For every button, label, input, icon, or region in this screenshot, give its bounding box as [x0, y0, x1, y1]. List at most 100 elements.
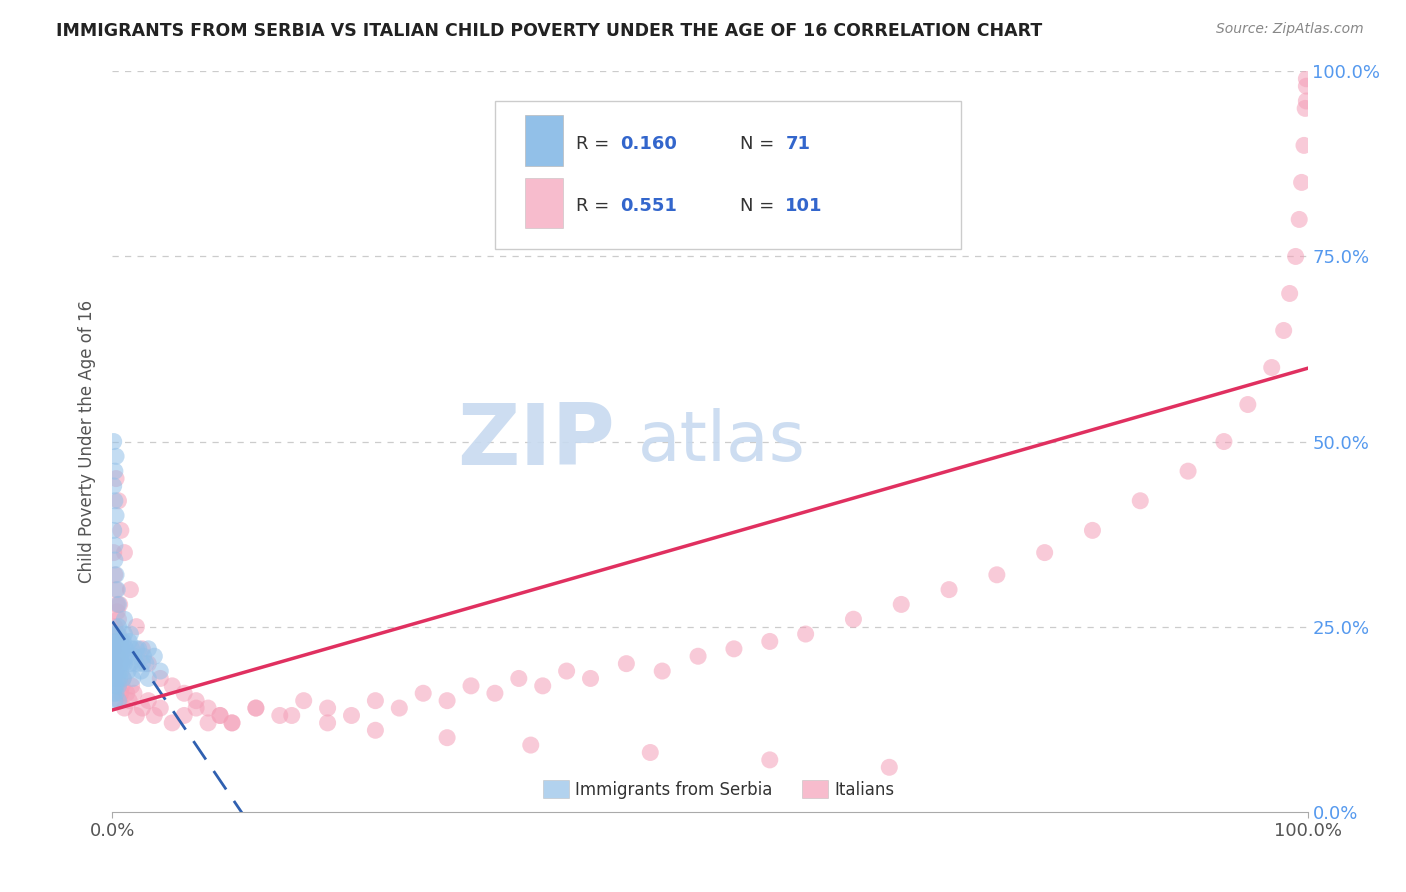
- Point: [143, 708, 166, 723]
- Point: [104, 664, 127, 678]
- Text: R =: R =: [576, 136, 616, 153]
- Point: [125, 657, 148, 671]
- Point: [143, 649, 166, 664]
- Point: [759, 753, 782, 767]
- Point: [105, 679, 128, 693]
- Point: [104, 657, 127, 671]
- Point: [107, 493, 129, 508]
- Point: [1295, 71, 1317, 86]
- Text: atlas: atlas: [638, 408, 806, 475]
- Point: [114, 627, 135, 641]
- Point: [364, 723, 387, 738]
- Point: [484, 686, 506, 700]
- Point: [149, 701, 172, 715]
- Point: [103, 641, 125, 656]
- Point: [1237, 398, 1260, 412]
- Point: [107, 619, 129, 633]
- Point: [121, 641, 143, 656]
- Y-axis label: Child Poverty Under the Age of 16: Child Poverty Under the Age of 16: [77, 300, 96, 583]
- Point: [103, 657, 125, 671]
- Point: [292, 694, 315, 708]
- Point: [129, 664, 152, 678]
- Point: [520, 738, 543, 752]
- Point: [149, 672, 172, 686]
- Point: [723, 641, 745, 656]
- Point: [114, 641, 136, 656]
- Text: Immigrants from Serbia: Immigrants from Serbia: [575, 780, 772, 798]
- Point: [1291, 175, 1313, 190]
- Text: 71: 71: [786, 136, 810, 153]
- Point: [1294, 102, 1316, 116]
- Point: [110, 524, 132, 538]
- Point: [162, 715, 183, 730]
- Text: Italians: Italians: [834, 780, 894, 798]
- Point: [269, 708, 291, 723]
- Point: [122, 686, 145, 700]
- Point: [103, 686, 125, 700]
- Point: [986, 567, 1008, 582]
- Point: [110, 649, 132, 664]
- Point: [221, 715, 243, 730]
- Point: [186, 694, 208, 708]
- Point: [104, 679, 127, 693]
- Point: [186, 701, 208, 715]
- Point: [1261, 360, 1284, 375]
- Point: [110, 686, 132, 700]
- Point: [508, 672, 530, 686]
- Point: [120, 627, 142, 641]
- Point: [104, 634, 127, 648]
- Text: 0.160: 0.160: [620, 136, 678, 153]
- Point: [114, 701, 135, 715]
- Point: [104, 619, 127, 633]
- Point: [1278, 286, 1301, 301]
- Point: [105, 582, 128, 597]
- Point: [114, 657, 135, 671]
- Point: [103, 546, 125, 560]
- Point: [651, 664, 673, 678]
- Text: N =: N =: [740, 196, 780, 215]
- Point: [107, 627, 129, 641]
- Point: [138, 694, 160, 708]
- Point: [149, 664, 172, 678]
- Text: N =: N =: [740, 136, 780, 153]
- Point: [104, 553, 127, 567]
- Point: [103, 672, 125, 686]
- Point: [688, 649, 710, 664]
- Point: [209, 708, 232, 723]
- Point: [107, 694, 129, 708]
- FancyBboxPatch shape: [801, 780, 828, 798]
- Point: [108, 598, 131, 612]
- Point: [105, 664, 128, 678]
- Point: [197, 701, 219, 715]
- Point: [108, 672, 131, 686]
- Point: [105, 582, 128, 597]
- Point: [138, 641, 160, 656]
- Point: [114, 546, 135, 560]
- Text: Source: ZipAtlas.com: Source: ZipAtlas.com: [1216, 22, 1364, 37]
- Point: [531, 679, 554, 693]
- Point: [759, 634, 782, 648]
- Point: [104, 694, 127, 708]
- Text: 101: 101: [786, 196, 823, 215]
- Point: [108, 694, 131, 708]
- Point: [105, 686, 128, 700]
- Point: [107, 649, 129, 664]
- Point: [111, 657, 134, 671]
- Point: [173, 708, 195, 723]
- Point: [460, 679, 482, 693]
- Point: [120, 657, 142, 671]
- Point: [111, 679, 134, 693]
- Point: [1213, 434, 1236, 449]
- Point: [316, 701, 339, 715]
- Point: [1295, 94, 1317, 108]
- Point: [105, 649, 128, 664]
- Point: [110, 634, 132, 648]
- Point: [1033, 546, 1056, 560]
- Point: [112, 634, 135, 648]
- Point: [879, 760, 901, 774]
- Point: [105, 450, 128, 464]
- Point: [436, 731, 458, 745]
- Point: [138, 657, 160, 671]
- Point: [388, 701, 411, 715]
- Point: [107, 598, 129, 612]
